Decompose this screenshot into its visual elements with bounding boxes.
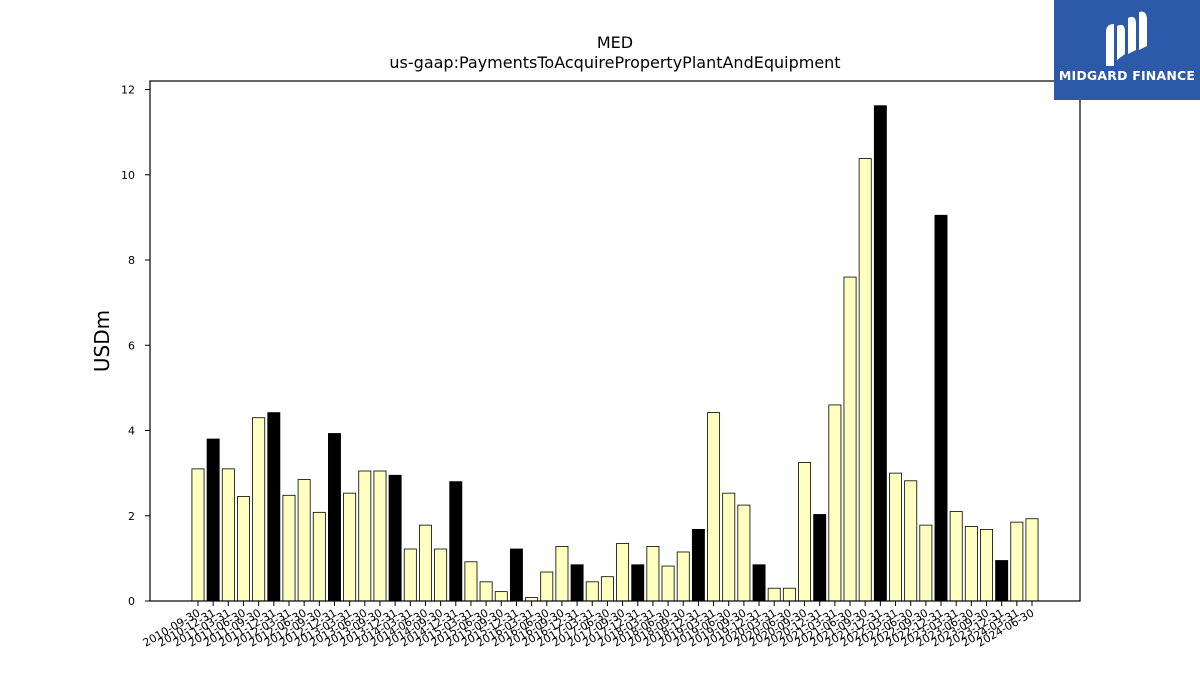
bars-group [191, 105, 1039, 602]
y-tick-label: 8 [128, 254, 135, 267]
y-tick-label: 10 [121, 169, 135, 182]
bar [828, 404, 842, 602]
bar [570, 564, 584, 602]
y-tick-label: 6 [128, 339, 135, 352]
bar [1010, 521, 1024, 602]
bar [509, 548, 523, 602]
y-axis-label: USDm [90, 310, 114, 372]
y-tick-label: 0 [128, 595, 135, 608]
bar [191, 468, 205, 602]
bar [418, 524, 432, 602]
bar [479, 581, 493, 602]
bar [873, 105, 887, 602]
bar [1025, 518, 1039, 602]
chart-title: MED [597, 33, 633, 52]
bar [707, 412, 721, 602]
bar [343, 492, 357, 602]
bar [995, 560, 1009, 602]
bar [237, 496, 250, 602]
bar [252, 417, 266, 602]
midgard-finance-logo: MIDGARD FINANCE [1054, 0, 1200, 100]
bar [464, 561, 478, 602]
bar [631, 564, 645, 602]
y-tick-label: 12 [121, 84, 135, 97]
bar [616, 543, 630, 602]
chart-subtitle: us-gaap:PaymentsToAcquirePropertyPlantAn… [389, 53, 840, 72]
y-tick-label: 2 [128, 510, 135, 523]
bar [737, 504, 751, 602]
bar [858, 158, 872, 602]
bar [373, 470, 387, 602]
bar [919, 524, 933, 602]
bar [434, 548, 448, 602]
bar [328, 433, 341, 602]
bar [949, 511, 963, 602]
x-axis-ticks: 2010-09-302010-12-312011-03-312011-06-30… [141, 601, 1037, 650]
bar [691, 528, 705, 602]
bar [206, 438, 220, 602]
plot-frame [149, 80, 1081, 602]
bar [767, 587, 781, 602]
bar [782, 587, 796, 602]
bar [964, 526, 978, 602]
bar [904, 480, 918, 602]
bar [752, 564, 766, 602]
bar [282, 494, 296, 602]
bar [722, 492, 736, 602]
bar [646, 546, 660, 602]
bar [388, 474, 402, 602]
bar [494, 591, 508, 602]
bar [934, 214, 948, 602]
bar [403, 548, 417, 602]
bar [358, 470, 372, 602]
bar [676, 551, 690, 602]
bar [449, 481, 463, 602]
bar [540, 571, 554, 602]
bar [267, 412, 281, 602]
bar [585, 581, 599, 602]
bar [980, 528, 993, 602]
y-tick-label: 4 [128, 425, 135, 438]
y-axis-ticks: 0 2 4 6 8 10 12 [121, 84, 150, 608]
bar [813, 514, 827, 602]
bar [889, 472, 902, 602]
bar [600, 576, 614, 602]
bar [661, 565, 675, 602]
logo-text: MIDGARD FINANCE [1058, 68, 1196, 83]
midgard-logo-icon [1106, 11, 1147, 66]
bar [843, 276, 857, 602]
bar [297, 479, 311, 602]
bar [798, 462, 812, 602]
bar [555, 546, 569, 602]
bar [312, 511, 326, 602]
bar [221, 468, 235, 602]
